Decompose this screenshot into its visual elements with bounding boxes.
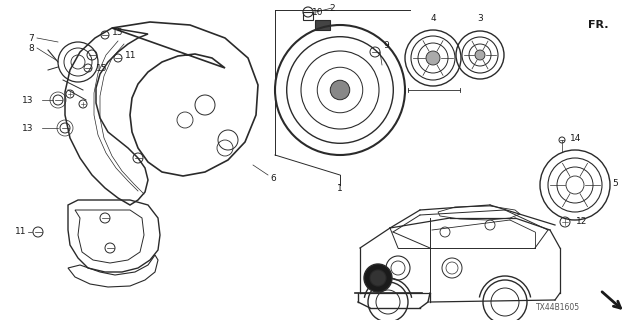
Circle shape	[370, 270, 386, 286]
Text: 4: 4	[430, 13, 436, 22]
Text: FR.: FR.	[588, 20, 609, 30]
Polygon shape	[315, 20, 330, 30]
Text: 8: 8	[28, 44, 34, 52]
Text: 14: 14	[570, 133, 581, 142]
Text: 11: 11	[15, 228, 26, 236]
Text: 5: 5	[612, 179, 618, 188]
Circle shape	[364, 264, 392, 292]
Text: 1: 1	[337, 183, 343, 193]
Text: 11: 11	[125, 51, 136, 60]
Text: 7: 7	[28, 34, 34, 43]
Text: 9: 9	[383, 41, 388, 50]
Text: 2: 2	[329, 4, 335, 12]
Text: TX44B1605: TX44B1605	[536, 303, 580, 313]
Text: 15: 15	[112, 28, 124, 36]
Circle shape	[475, 50, 485, 60]
Text: 13: 13	[22, 124, 33, 132]
Circle shape	[426, 51, 440, 65]
Circle shape	[330, 80, 349, 100]
Text: 13: 13	[22, 95, 33, 105]
Text: 3: 3	[477, 13, 483, 22]
Text: 6: 6	[270, 173, 276, 182]
Text: 10: 10	[312, 7, 324, 17]
Text: 15: 15	[96, 63, 108, 73]
Text: 12: 12	[576, 218, 588, 227]
